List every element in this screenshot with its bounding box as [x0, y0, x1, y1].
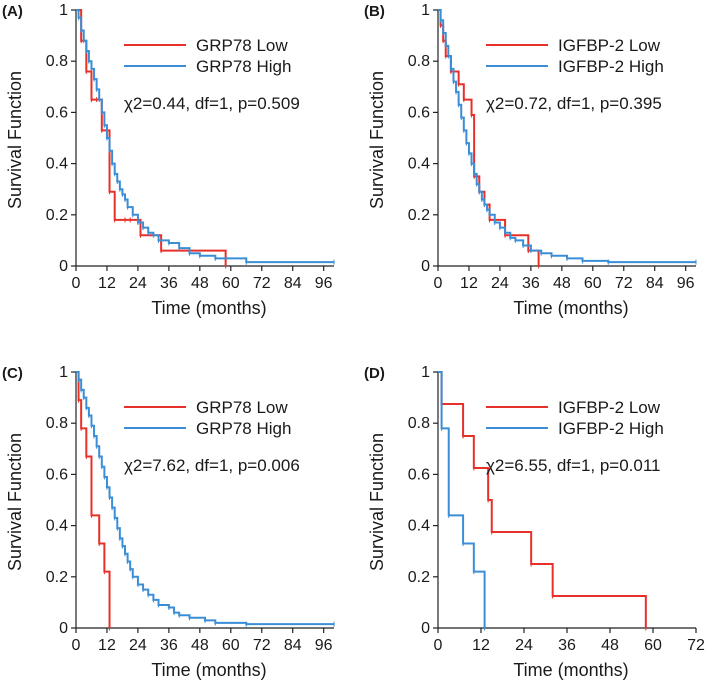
y-tick-label-b-1: 0.2: [408, 207, 430, 224]
x-tick-label-c-8: 96: [315, 637, 333, 654]
panel-label-b: (B): [364, 3, 385, 20]
series-a-low: [76, 9, 227, 266]
y-tick-label-a-4: 0.8: [46, 53, 68, 70]
x-tick-label-c-0: 0: [72, 637, 81, 654]
stat-annotation-a: χ2=0.44, df=1, p=0.509: [124, 94, 300, 113]
y-tick-label-a-5: 1: [59, 2, 68, 19]
x-tick-label-a-2: 24: [129, 275, 147, 292]
panel-label-c: (C): [2, 365, 23, 382]
y-tick-label-d-0: 0: [421, 620, 430, 637]
panel-c: (C) 0 0.2 0.4 0.6 0.8 1 0 12 24 36 48 60 72 84 96 Time (…: [2, 364, 335, 680]
y-tick-label-c-0: 0: [59, 620, 68, 637]
x-tick-label-c-4: 48: [191, 637, 209, 654]
series-b-low: [438, 9, 540, 266]
x-tick-label-c-6: 72: [253, 637, 271, 654]
y-tick-label-d-1: 0.2: [408, 569, 430, 586]
legend-label-a-0: GRP78 Low: [196, 36, 288, 55]
legend-label-c-0: GRP78 Low: [196, 398, 288, 417]
y-tick-label-c-3: 0.6: [46, 466, 68, 483]
y-tick-label-a-3: 0.6: [46, 104, 68, 121]
x-tick-label-b-1: 12: [460, 275, 478, 292]
x-tick-label-b-8: 96: [677, 275, 695, 292]
x-tick-label-a-0: 0: [72, 275, 81, 292]
x-tick-label-c-5: 60: [222, 637, 240, 654]
legend-label-b-0: IGFBP-2 Low: [558, 36, 661, 55]
y-tick-label-a-1: 0.2: [46, 207, 68, 224]
legend-label-d-1: IGFBP-2 High: [558, 419, 664, 438]
x-tick-label-a-3: 36: [160, 275, 178, 292]
x-tick-label-b-5: 60: [584, 275, 602, 292]
x-axis-title-d: Time (months): [513, 660, 628, 680]
panel-d: (D) 0 0.2 0.4 0.6 0.8 1 0 12 24 36 48 60 72 Time (mont…: [364, 364, 705, 680]
x-tick-label-b-3: 36: [522, 275, 540, 292]
y-tick-label-d-4: 0.8: [408, 415, 430, 432]
x-tick-label-d-2: 24: [515, 637, 533, 654]
y-tick-label-d-3: 0.6: [408, 466, 430, 483]
x-tick-label-a-6: 72: [253, 275, 271, 292]
x-tick-label-a-1: 12: [98, 275, 116, 292]
y-tick-label-b-3: 0.6: [408, 104, 430, 121]
y-tick-label-d-2: 0.4: [408, 518, 430, 535]
series-c-high: [76, 371, 334, 626]
series-c-low: [76, 371, 111, 628]
y-tick-label-b-5: 1: [421, 2, 430, 19]
x-tick-label-c-1: 12: [98, 637, 116, 654]
panel-b: (B) 0 0.2 0.4 0.6 0.8 1 0 12 24 36 48 60 72 84 96 Time (…: [364, 2, 697, 318]
y-tick-label-b-0: 0: [421, 258, 430, 275]
panel-a: (A) 0 0.2 0.4 0.6 0.8 1 0 12 24 36 48 60 72 84 96 Time (…: [2, 2, 335, 318]
series-b-high: [438, 9, 696, 264]
y-tick-label-a-0: 0: [59, 258, 68, 275]
y-tick-label-c-1: 0.2: [46, 569, 68, 586]
legend-label-b-1: IGFBP-2 High: [558, 57, 664, 76]
y-axis-title-a: Survival Function: [5, 71, 25, 209]
x-axis-title-b: Time (months): [513, 298, 628, 318]
series-d-high: [438, 371, 486, 628]
x-tick-label-d-1: 12: [472, 637, 490, 654]
x-tick-label-d-3: 36: [558, 637, 576, 654]
y-tick-label-b-4: 0.8: [408, 53, 430, 70]
y-tick-label-b-2: 0.4: [408, 156, 430, 173]
legend-label-d-0: IGFBP-2 Low: [558, 398, 661, 417]
x-tick-label-a-7: 84: [284, 275, 302, 292]
series-a-high: [76, 9, 334, 264]
x-tick-label-b-7: 84: [646, 275, 664, 292]
x-tick-label-a-8: 96: [315, 275, 333, 292]
x-axis-title-c: Time (months): [151, 660, 266, 680]
stat-annotation-b: χ2=0.72, df=1, p=0.395: [486, 94, 662, 113]
x-tick-label-c-7: 84: [284, 637, 302, 654]
stat-annotation-c: χ2=7.62, df=1, p=0.006: [124, 456, 300, 475]
panel-label-a: (A): [2, 3, 23, 20]
y-tick-label-a-2: 0.4: [46, 156, 68, 173]
y-axis-title-c: Survival Function: [5, 433, 25, 571]
panel-label-d: (D): [364, 365, 385, 382]
x-tick-label-a-4: 48: [191, 275, 209, 292]
legend-label-c-1: GRP78 High: [196, 419, 291, 438]
y-tick-label-c-4: 0.8: [46, 415, 68, 432]
x-tick-label-d-5: 60: [644, 637, 662, 654]
stat-annotation-d: χ2=6.55, df=1, p=0.011: [486, 456, 661, 475]
y-tick-label-c-5: 1: [59, 364, 68, 381]
x-tick-label-b-6: 72: [615, 275, 633, 292]
x-tick-label-b-0: 0: [434, 275, 443, 292]
x-axis-title-a: Time (months): [151, 298, 266, 318]
x-tick-label-a-5: 60: [222, 275, 240, 292]
y-axis-title-d: Survival Function: [367, 433, 387, 571]
x-tick-label-d-4: 48: [601, 637, 619, 654]
x-tick-label-c-3: 36: [160, 637, 178, 654]
x-tick-label-d-6: 72: [687, 637, 705, 654]
legend-label-a-1: GRP78 High: [196, 57, 291, 76]
y-tick-label-c-2: 0.4: [46, 518, 68, 535]
x-tick-label-c-2: 24: [129, 637, 147, 654]
y-tick-label-d-5: 1: [421, 364, 430, 381]
x-tick-label-d-0: 0: [434, 637, 443, 654]
y-axis-title-b: Survival Function: [367, 71, 387, 209]
x-tick-label-b-4: 48: [553, 275, 571, 292]
x-tick-label-b-2: 24: [491, 275, 509, 292]
